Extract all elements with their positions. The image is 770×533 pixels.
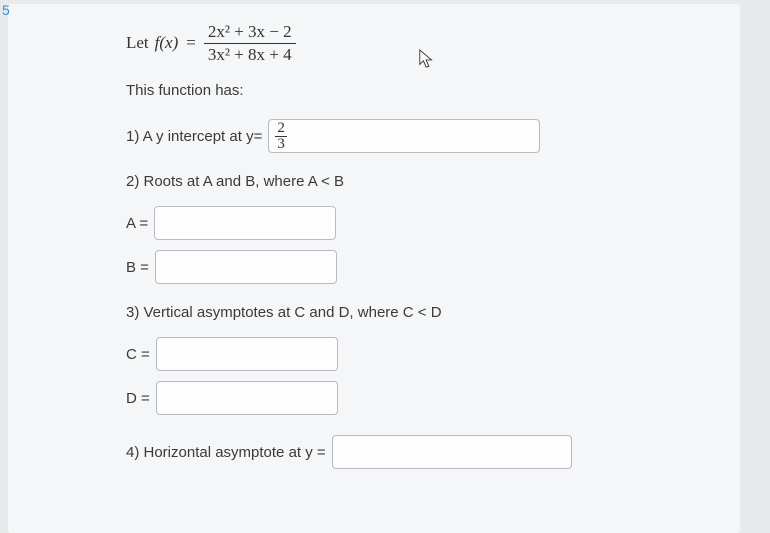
let-text: Let xyxy=(126,33,149,53)
q1-value-num: 2 xyxy=(275,121,287,137)
d-input[interactable] xyxy=(156,381,338,415)
subtext: This function has: xyxy=(126,82,740,99)
q3-heading: 3) Vertical asymptotes at C and D, where… xyxy=(126,304,740,321)
q4-input[interactable] xyxy=(332,435,572,469)
numerator: 2x² + 3x − 2 xyxy=(204,22,296,44)
fx: f(x) xyxy=(155,33,179,53)
a-label: A = xyxy=(126,215,148,232)
equals: = xyxy=(186,33,196,53)
q2-heading: 2) Roots at A and B, where A < B xyxy=(126,173,740,190)
q2-row-b: B = xyxy=(126,250,740,284)
a-input[interactable] xyxy=(154,206,336,240)
denominator: 3x² + 8x + 4 xyxy=(204,44,296,65)
quiz-page: 5 Let f(x) = 2x² + 3x − 2 3x² + 8x + 4 T… xyxy=(8,4,740,533)
q1-value-den: 3 xyxy=(275,137,287,152)
c-input[interactable] xyxy=(156,337,338,371)
q1-label: 1) A y intercept at y= xyxy=(126,128,262,145)
q3-row-d: D = xyxy=(126,381,740,415)
formula-line: Let f(x) = 2x² + 3x − 2 3x² + 8x + 4 xyxy=(126,22,740,64)
d-label: D = xyxy=(126,390,150,407)
rational-fraction: 2x² + 3x − 2 3x² + 8x + 4 xyxy=(204,22,296,64)
b-input[interactable] xyxy=(155,250,337,284)
c-label: C = xyxy=(126,346,150,363)
q4-row: 4) Horizontal asymptote at y = xyxy=(126,435,740,469)
q2-row-a: A = xyxy=(126,206,740,240)
q1-row: 1) A y intercept at y= 2 3 xyxy=(126,119,740,153)
q3-row-c: C = xyxy=(126,337,740,371)
left-edge-number: 5 xyxy=(2,2,10,18)
q4-label: 4) Horizontal asymptote at y = xyxy=(126,444,326,461)
b-label: B = xyxy=(126,259,149,276)
q1-input[interactable]: 2 3 xyxy=(268,119,540,153)
q1-value-fraction: 2 3 xyxy=(275,121,287,152)
